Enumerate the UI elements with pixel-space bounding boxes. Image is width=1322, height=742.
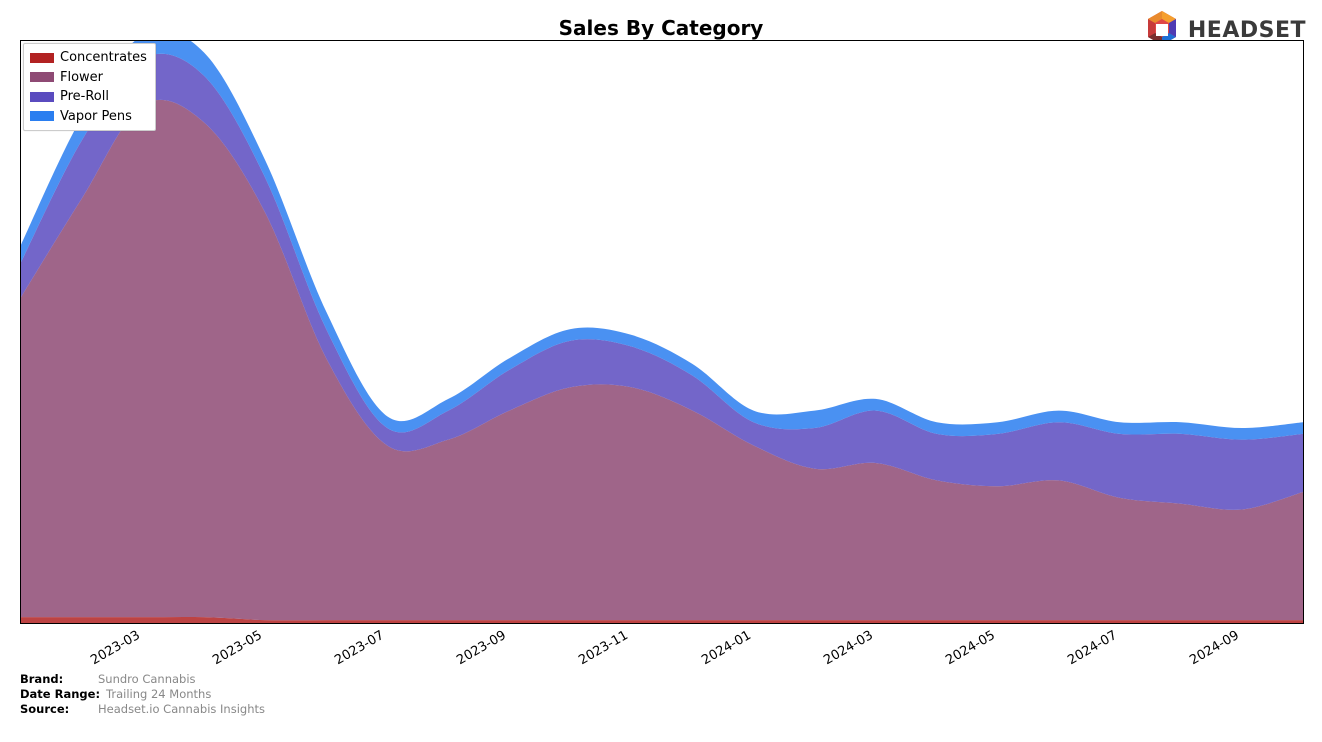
x-axis-tick-label: 2024-09 bbox=[1187, 628, 1242, 668]
meta-row: Source: Headset.io Cannabis Insights bbox=[20, 702, 265, 717]
x-axis-tick-label: 2024-05 bbox=[943, 628, 998, 668]
legend-swatch bbox=[30, 111, 54, 121]
chart-legend: ConcentratesFlowerPre-RollVapor Pens bbox=[23, 43, 156, 131]
x-axis-tick-label: 2023-11 bbox=[577, 628, 632, 668]
meta-value: Headset.io Cannabis Insights bbox=[98, 702, 265, 717]
meta-label: Brand: bbox=[20, 672, 92, 687]
x-axis-tick-label: 2023-07 bbox=[333, 628, 388, 668]
legend-label: Vapor Pens bbox=[60, 107, 132, 127]
legend-item: Flower bbox=[30, 68, 147, 88]
meta-row: Date Range: Trailing 24 Months bbox=[20, 687, 265, 702]
legend-swatch bbox=[30, 53, 54, 63]
legend-item: Pre-Roll bbox=[30, 87, 147, 107]
meta-row: Brand: Sundro Cannabis bbox=[20, 672, 265, 687]
legend-label: Pre-Roll bbox=[60, 87, 109, 107]
chart-metadata: Brand: Sundro CannabisDate Range: Trailing… bbox=[20, 672, 265, 717]
chart-title: Sales By Category bbox=[0, 16, 1322, 40]
legend-item: Concentrates bbox=[30, 48, 147, 68]
legend-label: Flower bbox=[60, 68, 103, 88]
legend-label: Concentrates bbox=[60, 48, 147, 68]
brand-logo-text: HEADSET bbox=[1188, 18, 1306, 43]
x-axis-tick-label: 2023-03 bbox=[88, 628, 143, 668]
x-axis-tick-label: 2024-01 bbox=[699, 628, 754, 668]
meta-value: Trailing 24 Months bbox=[106, 687, 211, 702]
meta-value: Sundro Cannabis bbox=[98, 672, 196, 687]
legend-item: Vapor Pens bbox=[30, 107, 147, 127]
legend-swatch bbox=[30, 92, 54, 102]
x-axis-tick-label: 2024-03 bbox=[821, 628, 876, 668]
chart-plot-area: ConcentratesFlowerPre-RollVapor Pens bbox=[20, 40, 1304, 624]
x-axis-tick-label: 2023-05 bbox=[210, 628, 265, 668]
meta-label: Date Range: bbox=[20, 687, 100, 702]
legend-swatch bbox=[30, 72, 54, 82]
stacked-area-chart bbox=[21, 41, 1303, 623]
x-axis-tick-label: 2024-07 bbox=[1065, 628, 1120, 668]
x-axis-tick-label: 2023-09 bbox=[455, 628, 510, 668]
meta-label: Source: bbox=[20, 702, 92, 717]
